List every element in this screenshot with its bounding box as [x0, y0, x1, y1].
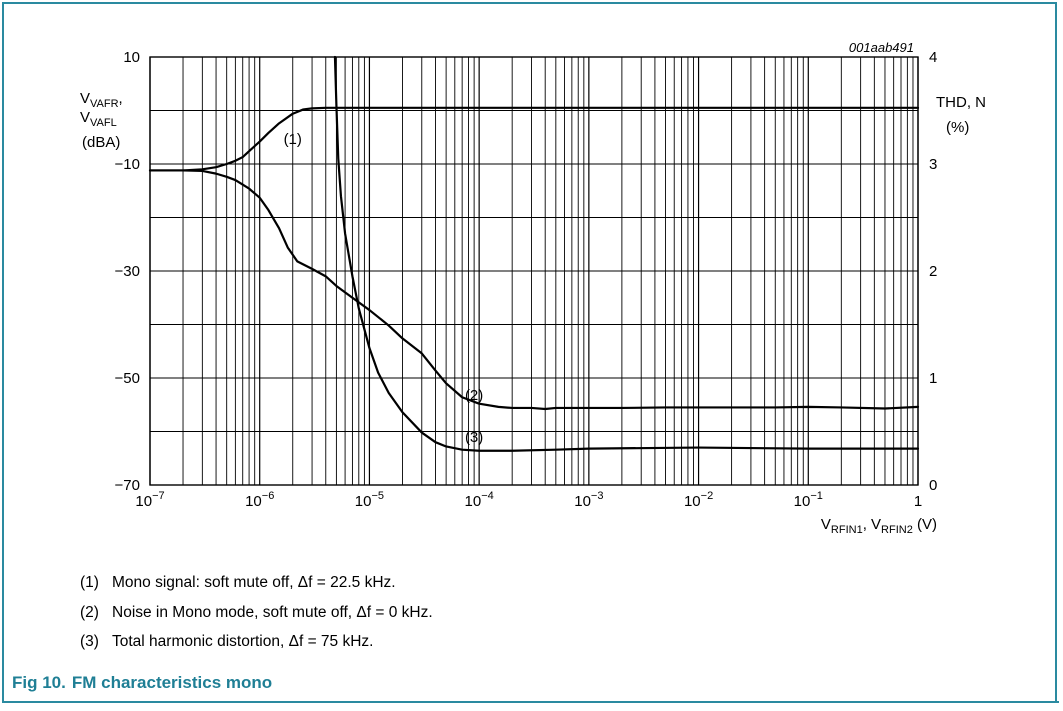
figure-number: Fig 10. [12, 673, 66, 692]
note-2: (2) Noise in Mono mode, soft mute off, Δf… [80, 598, 433, 628]
x-tick-label: 1 [914, 493, 922, 510]
series-line-1 [148, 106, 920, 172]
figure-caption: Fig 10. FM characteristics mono [12, 673, 272, 693]
y-right-axis-unit: (%) [946, 119, 969, 136]
note-3: (3) Total harmonic distortion, Δf = 75 kH… [80, 627, 433, 657]
y-left-axis-label: VVAFR, [80, 90, 123, 110]
y-left-tick-label: −70 [115, 477, 140, 494]
x-tick-label: 10−2 [684, 490, 713, 510]
note-text: Total harmonic distortion, Δf = 75 kHz. [112, 633, 374, 650]
x-axis-label: VRFIN1, VRFIN2 (V) [821, 516, 937, 536]
y-left-tick-label: −50 [115, 370, 140, 387]
figure-frame [2, 2, 1057, 702]
x-tick-label: 10−1 [794, 490, 823, 510]
note-text: Noise in Mono mode, soft mute off, Δf = … [112, 603, 433, 621]
y-right-tick-label: 2 [929, 263, 937, 280]
note-number: (1) [80, 574, 99, 591]
series-line-2 [148, 169, 920, 411]
figure-notes: (1) Mono signal: soft mute off, Δf = 22.5… [80, 568, 433, 657]
note-1: (1) Mono signal: soft mute off, Δf = 22.5… [80, 568, 433, 598]
y-right-axis-label: THD, N [936, 94, 986, 111]
note-text: Mono signal: soft mute off, Δf = 22.5 kH… [112, 574, 396, 591]
figure-title: FM characteristics mono [71, 673, 273, 692]
x-tick-label: 10−5 [355, 490, 384, 510]
chart-curves: (1) (2) (3) [148, 55, 920, 452]
y-left-axis-label: VVAFL [80, 109, 117, 129]
x-tick-label: 10−6 [245, 490, 274, 510]
series-label-3: (3) [465, 429, 483, 446]
x-tick-label: 10−3 [574, 490, 603, 510]
y-left-tick-label: −30 [115, 263, 140, 280]
y-left-tick-label: −10 [115, 156, 140, 173]
x-tick-label: 10−4 [465, 490, 494, 510]
plot-border [149, 56, 919, 486]
figure-bottom-rule [2, 701, 1059, 703]
chart-grid [149, 56, 919, 486]
drawing-code: 001aab491 [849, 40, 914, 55]
y-right-tick-label: 4 [929, 49, 937, 66]
series-line-3 [333, 55, 920, 452]
y-right-tick-label: 0 [929, 477, 937, 494]
y-right-tick-label: 3 [929, 156, 937, 173]
series-label-2: (2) [465, 387, 483, 404]
x-tick-label: 10−7 [135, 490, 164, 510]
note-number: (3) [80, 633, 99, 650]
y-left-tick-label: 10 [123, 49, 140, 66]
y-left-axis-unit: (dBA) [82, 134, 120, 151]
note-number: (2) [80, 603, 99, 621]
y-right-tick-label: 1 [929, 370, 937, 387]
series-label-1: (1) [284, 131, 302, 148]
